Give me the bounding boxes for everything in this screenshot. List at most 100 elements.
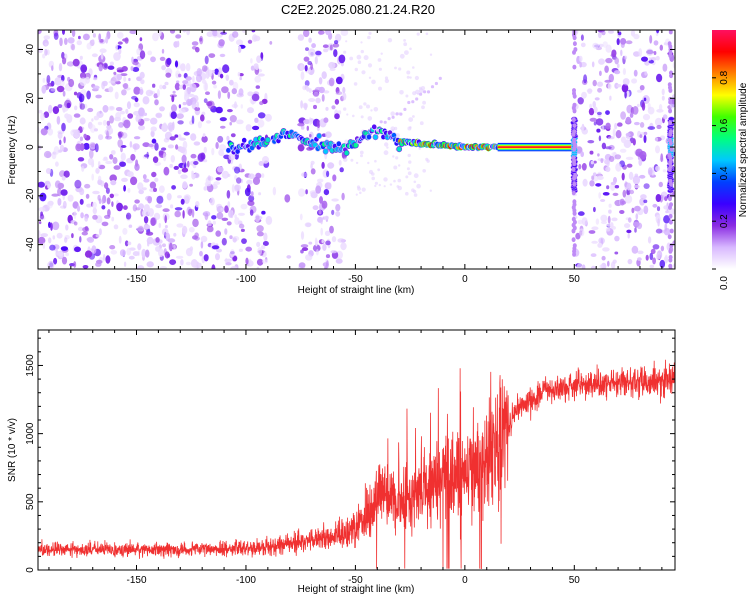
noise-blob: [312, 89, 320, 93]
noise-blob: [169, 242, 173, 252]
noise-blob: [308, 241, 313, 245]
noise-blob: [43, 150, 52, 159]
noise-blob: [221, 170, 229, 179]
noise-blob: [580, 61, 587, 68]
noise-blob: [389, 183, 393, 186]
noise-blob: [656, 124, 662, 130]
noise-blob: [371, 79, 376, 85]
noise-blob: [52, 221, 60, 231]
noise-blob: [236, 119, 244, 125]
noise-blob: [581, 163, 587, 171]
noise-blob: [176, 223, 184, 228]
noise-blob: [116, 73, 123, 81]
noise-blob: [84, 215, 89, 222]
noise-blob: [602, 192, 610, 196]
noise-blob: [646, 48, 654, 56]
noise-blob: [107, 105, 115, 111]
noise-blob: [220, 125, 226, 129]
noise-blob: [109, 245, 116, 250]
noise-blob: [43, 35, 51, 40]
snr-x-axis-label: Height of straight line (km): [298, 584, 415, 595]
noise-blob: [92, 214, 98, 220]
ridge-blob: [316, 132, 322, 139]
noise-blob: [59, 37, 63, 47]
ridge-blob: [225, 147, 232, 154]
noise-blob: [113, 165, 121, 170]
noise-blob: [122, 83, 129, 89]
noise-blob: [182, 181, 188, 189]
noise-blob: [593, 206, 596, 213]
noise-blob: [123, 76, 127, 82]
noise-blob: [79, 96, 83, 102]
noise-blob: [46, 200, 54, 209]
noise-blob: [245, 246, 252, 252]
noise-blob: [251, 30, 256, 33]
noise-blob: [206, 31, 214, 37]
noise-blob: [104, 182, 109, 189]
noise-blob: [55, 161, 59, 167]
ridge-blob: [264, 136, 271, 143]
noise-blob: [62, 30, 65, 35]
ridge-streak: [391, 115, 395, 119]
noise-blob: [154, 99, 159, 106]
noise-blob: [643, 199, 648, 204]
noise-blob: [616, 38, 620, 46]
noise-blob: [316, 119, 321, 129]
noise-blob: [356, 54, 362, 60]
noise-blob: [193, 161, 199, 165]
noise-blob: [628, 217, 632, 223]
noise-blob: [79, 136, 83, 142]
noise-blob: [176, 80, 180, 84]
noise-blob: [159, 84, 163, 90]
noise-blob: [308, 37, 312, 43]
noise-blob: [626, 229, 632, 234]
noise-blob: [657, 218, 660, 227]
noise-blob: [346, 113, 349, 116]
noise-blob: [655, 145, 660, 154]
noise-blob: [327, 162, 335, 169]
noise-blob: [145, 249, 150, 258]
noise-blob: [593, 160, 597, 164]
noise-blob: [624, 223, 631, 229]
noise-blob: [331, 105, 336, 110]
noise-blob: [206, 101, 213, 107]
noise-blob: [367, 24, 372, 29]
noise-blob: [255, 85, 260, 89]
noise-blob: [661, 88, 665, 96]
noise-blob: [231, 184, 235, 193]
noise-blob: [98, 33, 102, 42]
noise-blob: [604, 65, 609, 73]
noise-blob: [589, 117, 597, 122]
noise-blob: [633, 184, 640, 189]
noise-blob: [252, 125, 260, 131]
noise-blob: [170, 155, 175, 163]
noise-blob: [234, 184, 241, 191]
noise-blob: [172, 90, 176, 94]
noise-blob: [144, 224, 151, 230]
noise-blob: [396, 185, 400, 188]
noise-blob: [94, 128, 98, 132]
noise-blob: [91, 245, 97, 255]
noise-blob: [195, 46, 200, 53]
noise-blob: [57, 187, 62, 197]
noise-blob: [322, 44, 329, 48]
noise-blob: [113, 71, 117, 75]
noise-blob: [113, 193, 119, 197]
noise-blob: [591, 175, 595, 180]
noise-blob: [300, 71, 305, 80]
noise-blob: [169, 163, 173, 168]
spectrogram-x-tick-label: 50: [569, 274, 581, 285]
noise-blob: [44, 48, 48, 56]
noise-blob: [604, 159, 610, 165]
noise-blob: [129, 30, 137, 35]
colorbar-tick-label: 0.6: [719, 118, 730, 132]
noise-blob: [107, 209, 111, 217]
noise-blob: [113, 52, 121, 61]
noise-blob: [128, 77, 131, 82]
noise-blob: [139, 88, 144, 95]
noise-blob: [138, 107, 145, 117]
noise-blob: [619, 210, 625, 214]
noise-blob: [315, 50, 322, 56]
noise-blob: [256, 258, 264, 266]
